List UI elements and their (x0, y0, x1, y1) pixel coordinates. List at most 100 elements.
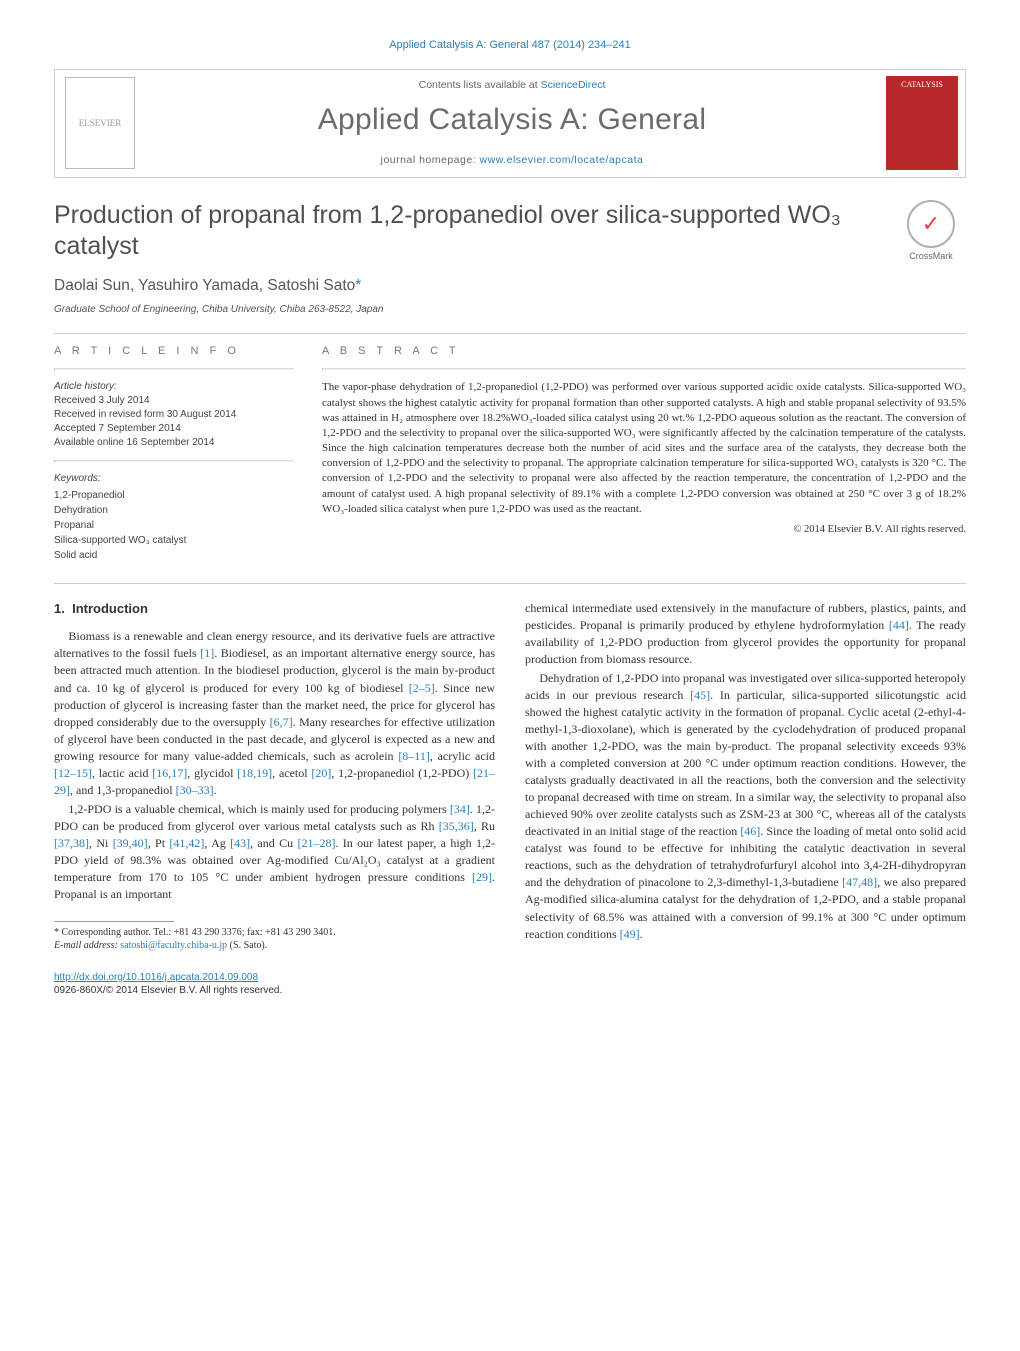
abstract-text: The vapor-phase dehydration of 1,2-propa… (322, 380, 966, 517)
citation-link[interactable]: [20] (311, 766, 331, 780)
article-info-col: A R T I C L E I N F O Article history: R… (54, 344, 294, 563)
history-line: Received 3 July 2014 (54, 395, 150, 406)
issn-copyright: 0926-860X/© 2014 Elsevier B.V. All right… (54, 984, 966, 998)
homepage-line: journal homepage: www.elsevier.com/locat… (149, 153, 875, 167)
keyword: Propanal (54, 520, 94, 531)
journal-cover-thumb: CATALYSIS (886, 76, 958, 170)
journal-header: ELSEVIER Contents lists available at Sci… (54, 69, 966, 178)
citation-link[interactable]: [29] (472, 870, 492, 884)
abstract-copyright: © 2014 Elsevier B.V. All rights reserved… (322, 523, 966, 537)
body-columns: 1. Introduction Biomass is a renewable a… (54, 600, 966, 953)
citation-link[interactable]: [6,7] (270, 715, 293, 729)
article-history: Article history: Received 3 July 2014 Re… (54, 380, 294, 450)
contents-line: Contents lists available at ScienceDirec… (149, 78, 875, 92)
history-line: Available online 16 September 2014 (54, 437, 215, 448)
footnote-rule (54, 921, 174, 922)
cover-col: CATALYSIS (879, 70, 965, 177)
corresponding-author-note: * Corresponding author. Tel.: +81 43 290… (54, 926, 495, 940)
citation-link[interactable]: [16,17] (152, 766, 187, 780)
footnotes: * Corresponding author. Tel.: +81 43 290… (54, 926, 495, 953)
body-text: . In particular, silica-supported silico… (525, 688, 966, 838)
history-line: Received in revised form 30 August 2014 (54, 409, 236, 420)
body-text: , acetol (272, 766, 311, 780)
body-text: , lactic acid (92, 766, 152, 780)
body-text: , Ru (474, 819, 495, 833)
crossmark-label: CrossMark (896, 250, 966, 262)
homepage-prefix: journal homepage: (381, 154, 480, 166)
homepage-link[interactable]: www.elsevier.com/locate/apcata (480, 154, 644, 166)
body-paragraph: chemical intermediate used extensively i… (525, 600, 966, 668)
sciencedirect-link[interactable]: ScienceDirect (541, 79, 606, 91)
authors-line: Daolai Sun, Yasuhiro Yamada, Satoshi Sat… (54, 276, 966, 297)
body-text: , glycidol (187, 766, 237, 780)
section-title: Introduction (72, 601, 148, 616)
keywords-list: 1,2-Propanediol Dehydration Propanal Sil… (54, 488, 294, 563)
citation-link[interactable]: [45] (690, 688, 710, 702)
citation-link[interactable]: [8–11] (398, 749, 430, 763)
contents-prefix: Contents lists available at (419, 79, 541, 91)
abstract-heading: A B S T R A C T (322, 344, 966, 359)
crossmark-widget[interactable]: ✓ CrossMark (896, 200, 966, 262)
body-text: , Pt (148, 836, 170, 850)
body-text: , 1,2-propanediol (1,2-PDO) (331, 766, 473, 780)
body-paragraph: Biomass is a renewable and clean energy … (54, 628, 495, 798)
keyword: Silica-supported WO₃ catalyst (54, 535, 186, 546)
journal-name: Applied Catalysis A: General (149, 100, 875, 141)
citation-link[interactable]: [39,40] (113, 836, 148, 850)
body-text: . (640, 927, 643, 941)
citation-link[interactable]: [47,48] (842, 875, 877, 889)
elsevier-logo: ELSEVIER (65, 77, 135, 169)
body-text: , and 1,3-propanediol (70, 783, 176, 797)
body-paragraph: Dehydration of 1,2-PDO into propanal was… (525, 670, 966, 943)
citation-link[interactable]: [34] (450, 802, 470, 816)
citation-link[interactable]: [21–28] (297, 836, 335, 850)
article-title: Production of propanal from 1,2-propaned… (54, 200, 896, 263)
page-footer: http://dx.doi.org/10.1016/j.apcata.2014.… (54, 971, 966, 998)
keyword: 1,2-Propanediol (54, 490, 125, 501)
citation-link[interactable]: [35,36] (439, 819, 474, 833)
citation-link[interactable]: [46] (740, 824, 760, 838)
journal-header-mid: Contents lists available at ScienceDirec… (145, 70, 879, 177)
keyword: Dehydration (54, 505, 108, 516)
publisher-logo-col: ELSEVIER (55, 70, 145, 177)
email-link[interactable]: satoshi@faculty.chiba-u.jp (120, 940, 227, 951)
body-text: , and Cu (250, 836, 297, 850)
crossmark-icon: ✓ (907, 200, 955, 248)
citation-link[interactable]: [43] (230, 836, 250, 850)
citation-link[interactable]: [12–15] (54, 766, 92, 780)
body-text: , Ni (89, 836, 113, 850)
section-num: 1. (54, 601, 65, 616)
corresponding-marker: * (355, 277, 361, 294)
keyword: Solid acid (54, 550, 97, 561)
affiliation: Graduate School of Engineering, Chiba Un… (54, 303, 966, 317)
divider-top (54, 333, 966, 334)
info-divider-2 (54, 460, 294, 462)
citation-link[interactable]: [37,38] (54, 836, 89, 850)
section-heading: 1. Introduction (54, 600, 495, 618)
email-label: E-mail address: (54, 940, 120, 951)
doi-link[interactable]: http://dx.doi.org/10.1016/j.apcata.2014.… (54, 972, 258, 983)
citation-link[interactable]: [41,42] (169, 836, 204, 850)
citation-link[interactable]: [18,19] (237, 766, 272, 780)
running-head: Applied Catalysis A: General 487 (2014) … (54, 38, 966, 53)
divider-mid (54, 583, 966, 584)
email-line: E-mail address: satoshi@faculty.chiba-u.… (54, 939, 495, 953)
abstract-col: A B S T R A C T The vapor-phase dehydrat… (322, 344, 966, 563)
author-names: Daolai Sun, Yasuhiro Yamada, Satoshi Sat… (54, 277, 355, 294)
history-line: Accepted 7 September 2014 (54, 423, 181, 434)
citation-link[interactable]: [44] (889, 618, 909, 632)
article-info-heading: A R T I C L E I N F O (54, 344, 294, 359)
keywords-head: Keywords: (54, 472, 294, 486)
body-text: , acrylic acid (430, 749, 495, 763)
citation-link[interactable]: [30–33] (176, 783, 214, 797)
body-paragraph: 1,2-PDO is a valuable chemical, which is… (54, 801, 495, 903)
abstract-divider (322, 368, 966, 370)
body-text: . (214, 783, 217, 797)
citation-link[interactable]: [2–5] (409, 681, 435, 695)
body-text: 1,2-PDO is a valuable chemical, which is… (68, 802, 449, 816)
citation-link[interactable]: [49] (620, 927, 640, 941)
info-divider-1 (54, 368, 294, 370)
citation-link[interactable]: [1] (200, 646, 214, 660)
history-head: Article history: (54, 381, 117, 392)
body-text: , Ag (204, 836, 230, 850)
